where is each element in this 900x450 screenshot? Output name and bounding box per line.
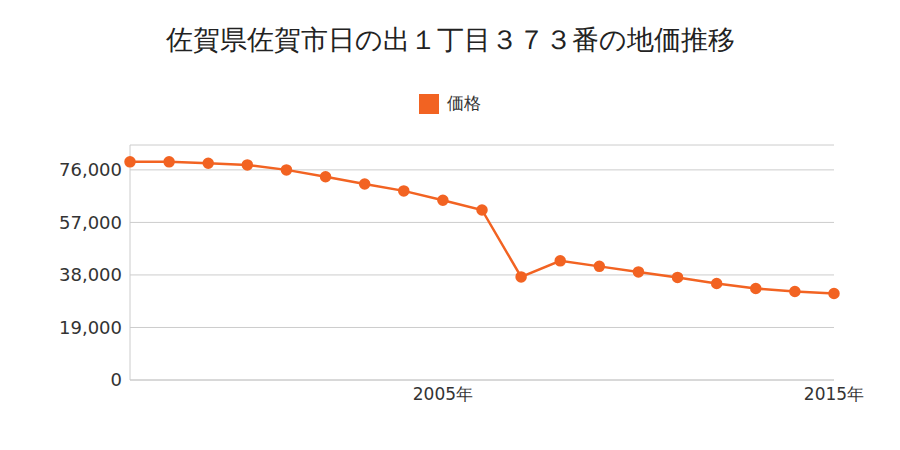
html-text:価格: 価格 [447,93,481,113]
svg-text:19,000: 19,000 [59,317,122,338]
svg-text:0: 0 [111,369,122,390]
svg-text:2015年: 2015年 [804,384,864,404]
svg-text:2005年: 2005年 [413,384,473,404]
svg-text:38,000: 38,000 [59,264,122,285]
html-text:佐賀県佐賀市日の出１丁目３７３番の地価推移: 佐賀県佐賀市日の出１丁目３７３番の地価推移 [165,24,735,55]
svg-text:57,000: 57,000 [59,212,122,233]
svg-text:76,000: 76,000 [59,159,122,180]
